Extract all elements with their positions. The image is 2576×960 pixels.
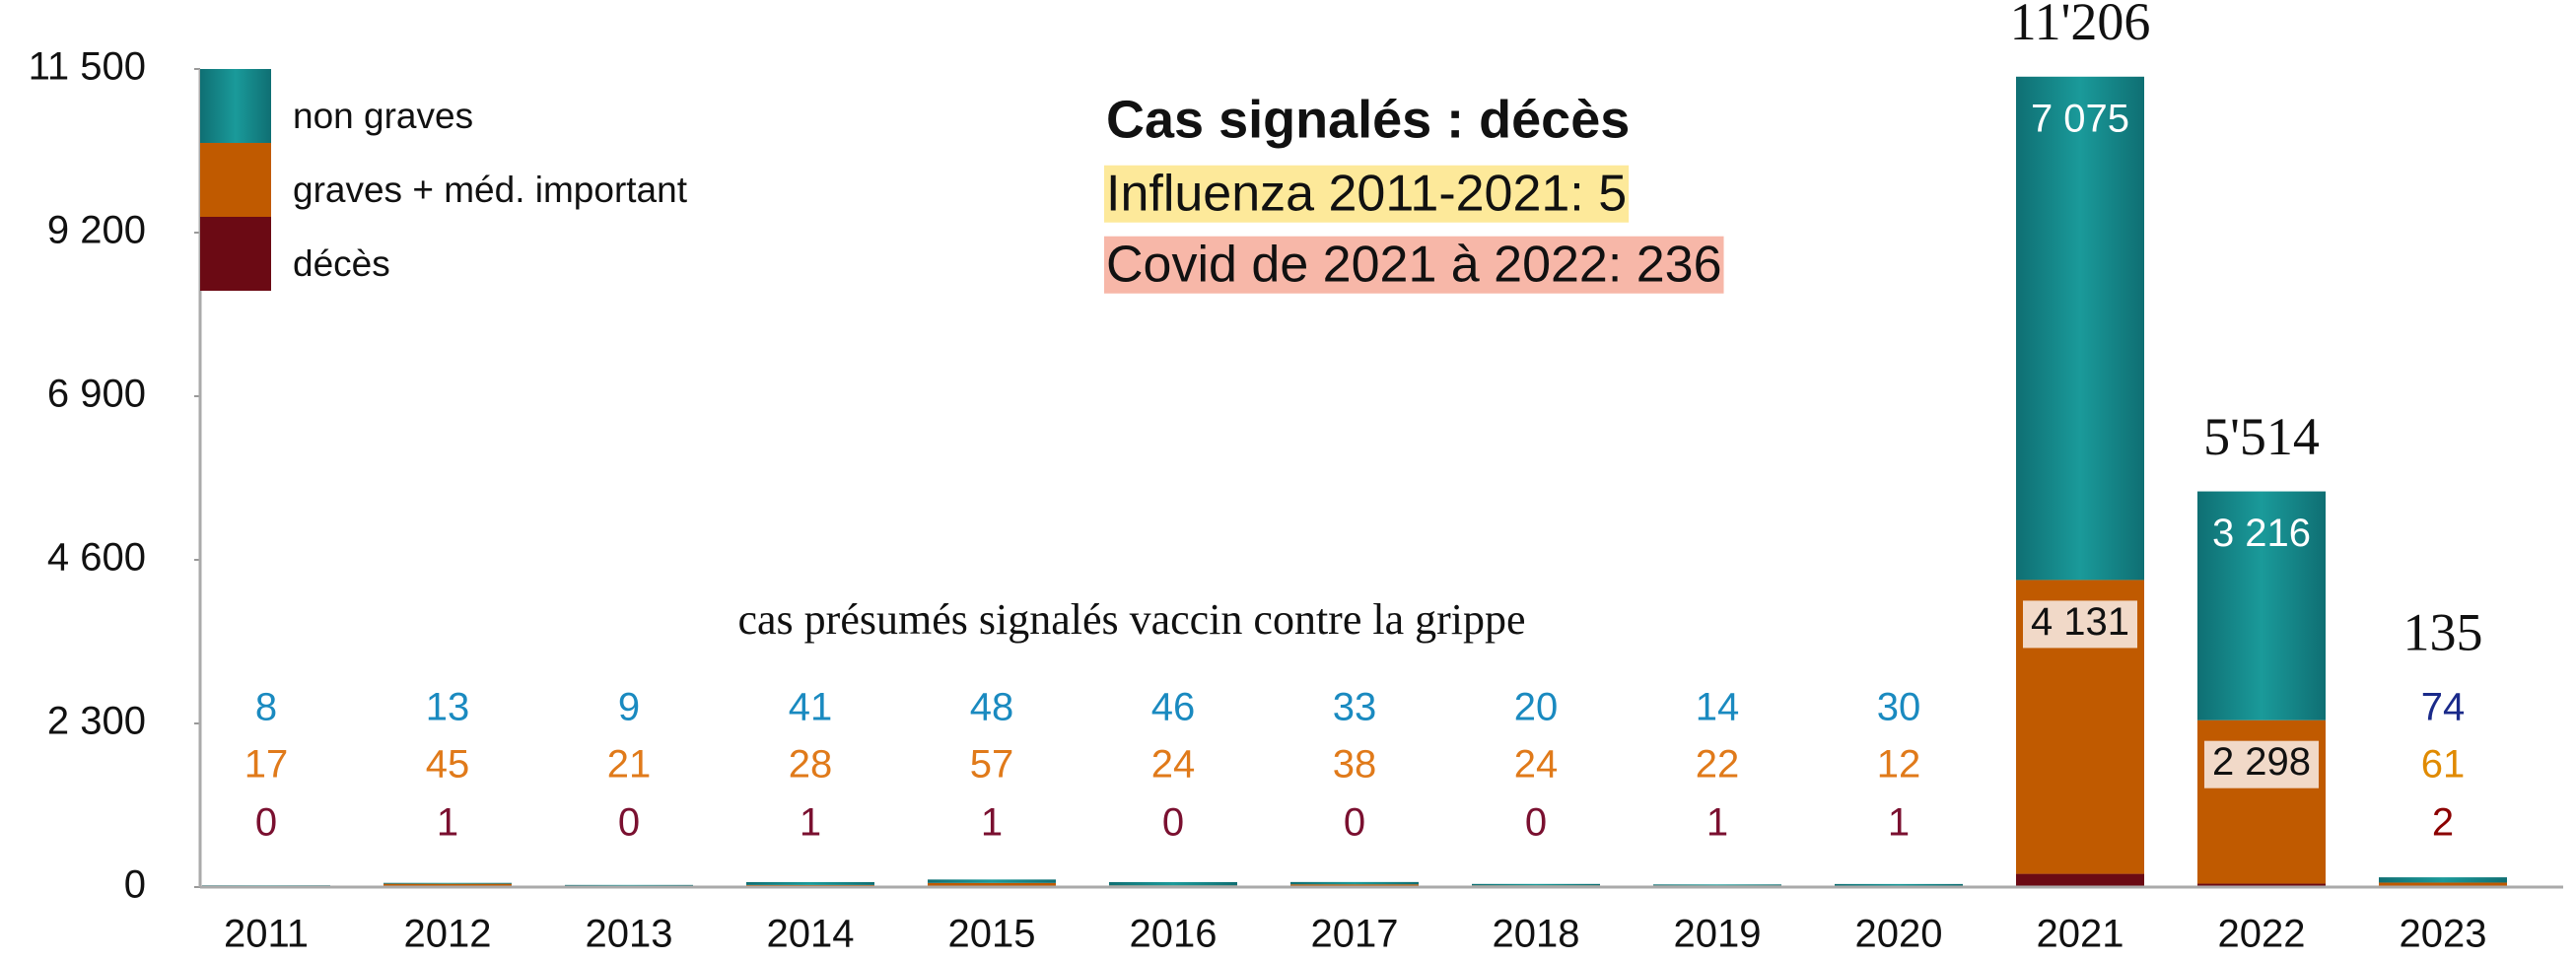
highlight xyxy=(1104,236,1724,294)
bar-segment xyxy=(2197,491,2326,720)
legend-swatch xyxy=(200,217,271,291)
data-label: 0 xyxy=(255,801,277,845)
data-label: 1 xyxy=(981,801,1003,845)
bar-segment xyxy=(928,879,1056,883)
x-tick-label: 2016 xyxy=(1130,913,1218,956)
data-label: 57 xyxy=(970,743,1014,787)
data-label: 0 xyxy=(1525,801,1547,845)
bar-segment xyxy=(1653,884,1781,886)
data-label: 7 075 xyxy=(2031,97,2129,140)
data-label: 24 xyxy=(1151,743,1196,787)
total-label: 5'514 xyxy=(2203,407,2320,466)
x-tick-label: 2019 xyxy=(1674,913,1762,956)
x-tick-label: 2021 xyxy=(2037,913,2124,956)
data-label: 13 xyxy=(426,686,470,729)
bar-segment xyxy=(1109,881,1237,886)
legend-swatch xyxy=(200,143,271,217)
data-label: 12 xyxy=(1877,743,1921,787)
bar-segment xyxy=(1835,883,1963,887)
y-tick-label: 4 600 xyxy=(47,536,146,580)
y-tick-label: 6 900 xyxy=(47,373,146,416)
y-tick-label: 11 500 xyxy=(29,45,146,89)
data-label: 30 xyxy=(1877,686,1921,729)
data-label: 2 xyxy=(2432,801,2454,845)
bar-segment xyxy=(746,881,874,885)
data-label: 2 298 xyxy=(2212,740,2311,784)
data-label: 74 xyxy=(2421,686,2466,729)
bar-segment xyxy=(2379,882,2507,887)
total-label: 135 xyxy=(2403,602,2483,661)
bar-segment xyxy=(202,885,330,886)
data-label: 0 xyxy=(618,801,640,845)
label-box xyxy=(2023,600,2137,649)
subtitle: Influenza 2011-2021: 5 xyxy=(1106,166,1627,223)
data-label: 46 xyxy=(1151,686,1196,729)
legend-label: non graves xyxy=(293,96,473,136)
total-label: 11'206 xyxy=(2010,0,2151,51)
data-label: 14 xyxy=(1696,686,1740,729)
data-label: 4 131 xyxy=(2031,600,2129,644)
data-label: 21 xyxy=(607,743,652,787)
bar-segment xyxy=(2016,873,2144,887)
data-label: 0 xyxy=(1344,801,1365,845)
data-label: 24 xyxy=(1514,743,1559,787)
legend-label: graves + méd. important xyxy=(293,170,688,210)
x-tick-label: 2011 xyxy=(224,913,309,956)
x-tick-label: 2023 xyxy=(2400,913,2487,956)
highlight xyxy=(1104,165,1630,223)
bar-segment xyxy=(565,884,693,886)
bar-segment xyxy=(1290,881,1419,885)
data-label: 48 xyxy=(970,686,1014,729)
legend-label: décès xyxy=(293,243,390,284)
x-tick-label: 2022 xyxy=(2218,913,2306,956)
data-label: 8 xyxy=(255,686,277,729)
x-tick-label: 2014 xyxy=(767,913,855,956)
bar-segment xyxy=(928,882,1056,887)
bar-segment xyxy=(2379,877,2507,883)
bar-segment xyxy=(1472,883,1600,886)
bar-segment xyxy=(383,882,512,884)
x-tick-label: 2015 xyxy=(948,913,1036,956)
x-tick-label: 2018 xyxy=(1493,913,1580,956)
bar-segment xyxy=(383,883,512,887)
data-label: 20 xyxy=(1514,686,1559,729)
bar-segment xyxy=(2197,883,2326,887)
annotation: cas présumés signalés vaccin contre la g… xyxy=(737,595,1525,644)
y-tick-label: 2 300 xyxy=(47,700,146,743)
data-label: 61 xyxy=(2421,743,2466,787)
y-tick-label: 9 200 xyxy=(47,209,146,252)
data-label: 1 xyxy=(1888,801,1910,845)
y-tick-label: 0 xyxy=(124,863,146,907)
data-label: 1 xyxy=(1706,801,1728,845)
x-tick-label: 2012 xyxy=(404,913,492,956)
data-label: 3 216 xyxy=(2212,512,2311,555)
data-label: 9 xyxy=(618,686,640,729)
data-label: 0 xyxy=(1162,801,1184,845)
data-label: 1 xyxy=(437,801,458,845)
x-tick-label: 2017 xyxy=(1311,913,1399,956)
data-label: 1 xyxy=(800,801,821,845)
data-label: 45 xyxy=(426,743,470,787)
subtitle: Covid de 2021 à 2022: 236 xyxy=(1106,237,1722,294)
x-tick-label: 2020 xyxy=(1855,913,1943,956)
legend-swatch xyxy=(200,69,271,143)
data-label: 38 xyxy=(1333,743,1377,787)
x-tick-label: 2013 xyxy=(586,913,673,956)
data-label: 17 xyxy=(244,743,289,787)
data-label: 28 xyxy=(789,743,833,787)
data-label: 22 xyxy=(1696,743,1740,787)
data-label: 33 xyxy=(1333,686,1377,729)
data-label: 41 xyxy=(789,686,833,729)
chart-title: Cas signalés : décès xyxy=(1106,90,1630,149)
label-box xyxy=(2204,740,2319,789)
bar-segment xyxy=(2016,76,2144,581)
